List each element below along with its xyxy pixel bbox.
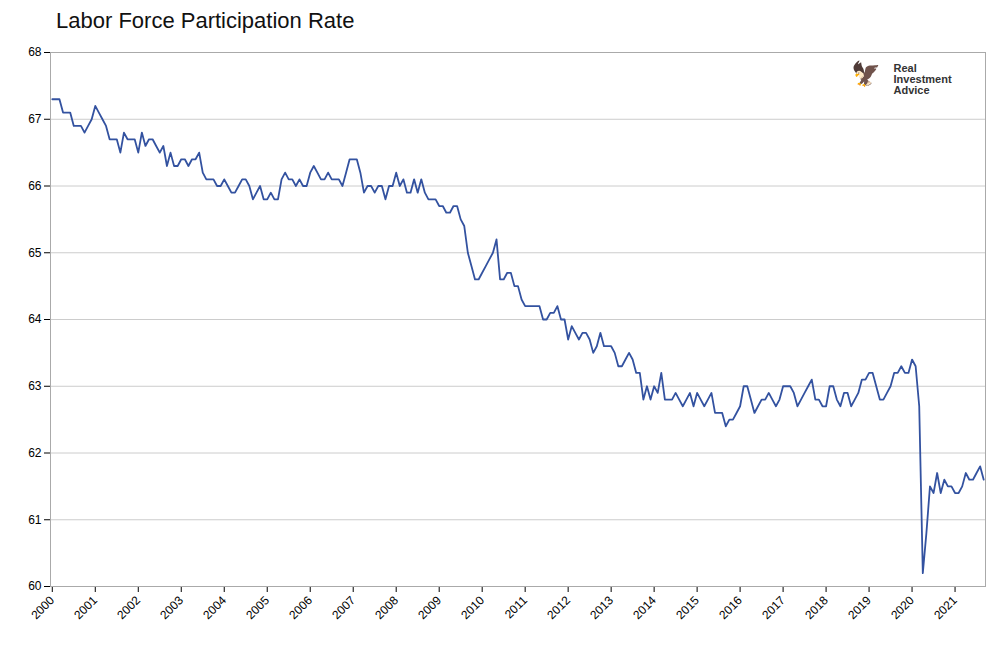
svg-text:2021: 2021 bbox=[931, 593, 960, 622]
svg-text:2005: 2005 bbox=[243, 593, 272, 622]
svg-text:2017: 2017 bbox=[759, 593, 788, 622]
svg-text:64: 64 bbox=[28, 312, 42, 326]
svg-text:2006: 2006 bbox=[286, 593, 315, 622]
svg-text:67: 67 bbox=[28, 112, 42, 126]
svg-text:2016: 2016 bbox=[716, 593, 745, 622]
svg-text:2010: 2010 bbox=[458, 593, 487, 622]
svg-text:2008: 2008 bbox=[372, 593, 401, 622]
svg-text:2000: 2000 bbox=[28, 593, 57, 622]
svg-text:68: 68 bbox=[28, 45, 42, 59]
html-text:Labor Force Participation Rate: Labor Force Participation Rate bbox=[56, 8, 355, 33]
svg-text:62: 62 bbox=[28, 446, 42, 460]
svg-text:2019: 2019 bbox=[845, 593, 874, 622]
svg-text:63: 63 bbox=[28, 379, 42, 393]
svg-text:2012: 2012 bbox=[544, 593, 573, 622]
svg-text:2003: 2003 bbox=[157, 593, 186, 622]
svg-text:2004: 2004 bbox=[200, 593, 229, 622]
svg-text:61: 61 bbox=[28, 513, 42, 527]
svg-text:🦅: 🦅 bbox=[851, 59, 881, 88]
svg-text:2013: 2013 bbox=[587, 593, 616, 622]
svg-text:60: 60 bbox=[28, 579, 42, 593]
svg-text:2014: 2014 bbox=[630, 593, 659, 622]
svg-text:65: 65 bbox=[28, 246, 42, 260]
svg-text:2001: 2001 bbox=[71, 593, 100, 622]
svg-text:66: 66 bbox=[28, 179, 42, 193]
svg-text:2018: 2018 bbox=[802, 593, 831, 622]
svg-text:2015: 2015 bbox=[673, 593, 702, 622]
svg-text:2020: 2020 bbox=[888, 593, 917, 622]
svg-text:2007: 2007 bbox=[329, 593, 358, 622]
svg-text:2009: 2009 bbox=[415, 593, 444, 622]
svg-text:2002: 2002 bbox=[114, 593, 143, 622]
svg-text:2011: 2011 bbox=[502, 593, 530, 621]
svg-text:RealInvestmentAdvice: RealInvestmentAdvice bbox=[894, 62, 952, 96]
